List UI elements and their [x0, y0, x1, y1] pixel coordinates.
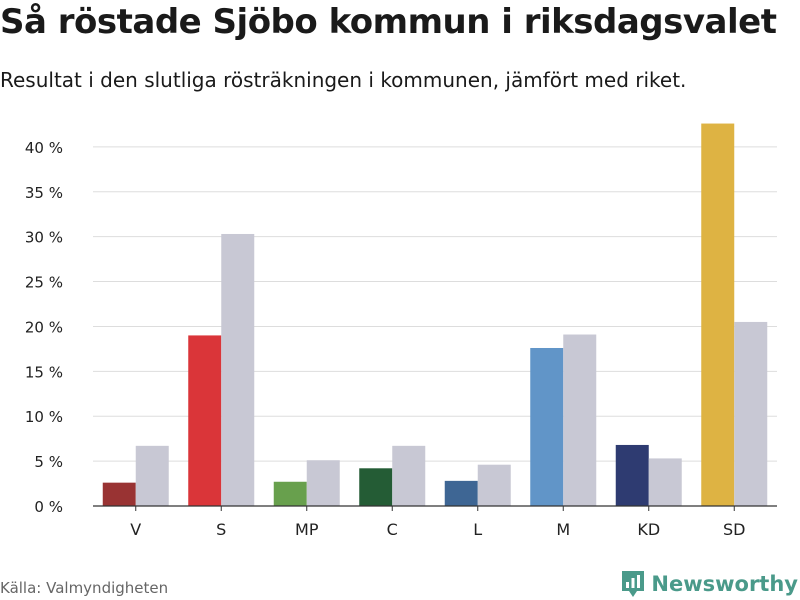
x-tick-label: MP [295, 520, 319, 539]
bar-kommun-s [188, 335, 222, 506]
source-note: Källa: Valmyndigheten [0, 579, 169, 597]
x-tick-label: SD [723, 520, 745, 539]
bar-kommun-c [359, 468, 393, 506]
bar-riket-c [392, 445, 426, 506]
y-tick-label: 40 % [25, 139, 63, 157]
bar-kommun-v [102, 482, 136, 506]
y-tick-label: 35 % [25, 184, 63, 202]
bar-kommun-m [530, 347, 564, 506]
bar-riket-v [135, 445, 169, 506]
bar-chart: 0 % 5 % 10 % 15 % 20 % 25 % 30 % 35 % 40 % V S MP C L… [25, 123, 777, 539]
newsworthy-logo-icon [622, 571, 645, 597]
bar-kommun-mp [273, 481, 307, 506]
bar-riket-mp [306, 460, 340, 506]
bar-kommun-l [444, 480, 478, 506]
x-tick-label: C [387, 520, 398, 539]
bar-kommun-kd [615, 444, 649, 506]
y-tick-label: 30 % [25, 229, 63, 247]
y-tick-label: 10 % [25, 408, 63, 426]
bar-riket-l [477, 464, 511, 506]
newsworthy-logo[interactable]: Newsworthy [620, 569, 798, 599]
x-tick-label: S [216, 520, 226, 539]
bar-riket-kd [648, 458, 682, 506]
y-tick-label: 0 % [34, 498, 63, 516]
y-tick-label: 15 % [25, 363, 63, 381]
x-tick-label: M [556, 520, 570, 539]
chart-subtitle: Resultat i den slutliga rösträkningen i … [0, 68, 687, 92]
y-tick-label: 20 % [25, 318, 63, 336]
y-tick-label: 5 % [34, 453, 63, 471]
brand-name: Newsworthy [651, 572, 798, 596]
bar-kommun-sd [701, 123, 735, 507]
bar-riket-sd [734, 321, 768, 506]
chart-title: Så röstade Sjöbo kommun i riksdagsvalet [0, 2, 777, 42]
x-tick-label: L [473, 520, 482, 539]
y-tick-label: 25 % [25, 274, 63, 292]
bar-riket-s [221, 233, 255, 506]
x-tick-label: KD [637, 520, 660, 539]
x-tick-label: V [130, 520, 141, 539]
bar-riket-m [563, 334, 597, 506]
